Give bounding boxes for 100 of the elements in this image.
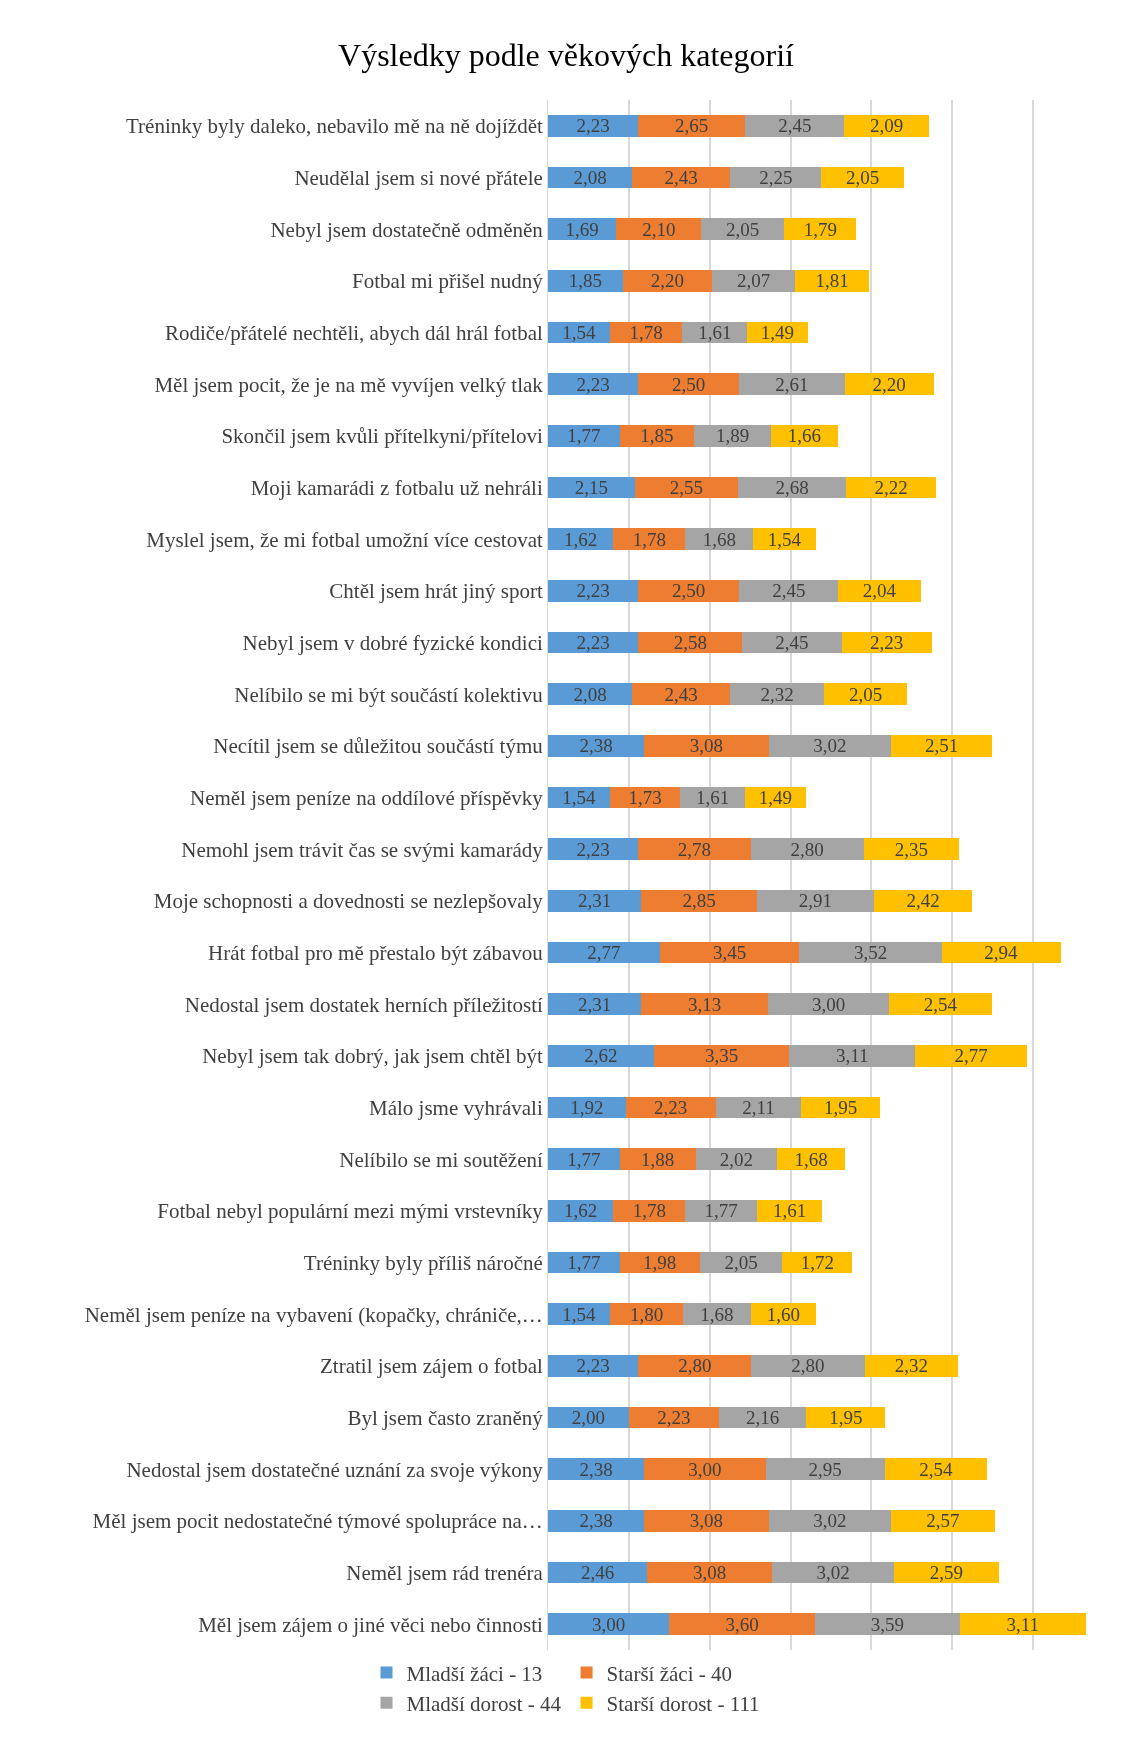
data-label: 1,54 bbox=[562, 787, 597, 808]
data-label: 2,78 bbox=[677, 838, 711, 860]
data-label: 3,11 bbox=[1006, 1613, 1040, 1635]
data-label: 2,77 bbox=[587, 942, 621, 963]
bar bbox=[613, 1199, 686, 1222]
data-label: 1,98 bbox=[642, 1252, 677, 1273]
y-tick-label: Chtěl jsem hrát jiný sport bbox=[329, 579, 543, 604]
bar bbox=[695, 1148, 778, 1171]
y-tick-label: Nemohl jsem trávit čas se svými kamarády bbox=[181, 837, 544, 862]
bar bbox=[638, 838, 751, 861]
data-label: 2,23 bbox=[654, 1097, 688, 1118]
data-label: 2,57 bbox=[926, 1510, 960, 1532]
bar bbox=[890, 734, 993, 757]
data-label: 3,13 bbox=[688, 993, 722, 1015]
data-label: 2,23 bbox=[576, 115, 610, 137]
y-tick-label: Nedostal jsem dostatečné uznání za svoje výkony bbox=[126, 1457, 544, 1482]
data-label: 3,35 bbox=[705, 1045, 739, 1067]
data-label: 2,22 bbox=[874, 477, 908, 498]
data-label: 2,32 bbox=[894, 1355, 929, 1377]
data-label: 1,62 bbox=[564, 528, 598, 550]
y-tick-label: Rodiče/přátelé nechtěli, abych dál hrál fotbal bbox=[164, 320, 543, 345]
y-tick-label: Měl jsem zájem o jiné věci nebo činnosti bbox=[198, 1612, 543, 1637]
y-tick-label: Měl jsem pocit nedostatečné týmové spolupráce na… bbox=[92, 1509, 543, 1534]
data-label: 3,52 bbox=[853, 942, 888, 963]
bar bbox=[548, 838, 639, 861]
bar bbox=[739, 373, 845, 396]
y-tick-label: Neměl jsem rád trenéra bbox=[346, 1560, 544, 1585]
y-tick-label: Moje schopnosti a dovednosti se nezlepšovaly bbox=[153, 889, 544, 914]
data-label: 1,81 bbox=[815, 270, 849, 292]
data-label: 2,85 bbox=[682, 890, 716, 912]
y-tick-label: Moji kamarádi z fotbalu už nehráli bbox=[250, 475, 543, 500]
bar bbox=[768, 1509, 891, 1532]
y-tick-label: Nebyl jsem v dobré fyzické kondici bbox=[242, 630, 543, 655]
bar bbox=[685, 1199, 758, 1222]
bar bbox=[959, 1613, 1086, 1636]
y-tick-label: Měl jsem pocit, že je na mě vyvíjen velký tlak bbox=[154, 372, 544, 397]
data-label: 1,60 bbox=[766, 1303, 800, 1325]
data-label: 2,54 bbox=[919, 1458, 953, 1480]
bar bbox=[889, 993, 992, 1016]
data-label: 2,95 bbox=[808, 1458, 842, 1480]
data-label: 1,85 bbox=[640, 425, 674, 447]
data-label: 2,80 bbox=[678, 1355, 712, 1377]
y-tick-label: Necítil jsem se důležitou součástí týmu bbox=[213, 734, 544, 759]
data-label: 2,15 bbox=[574, 477, 609, 498]
y-tick-label: Nebyl jsem dostatečně odměněn bbox=[270, 217, 544, 242]
y-tick-label: Skončil jsem kvůli přítelkyni/přítelovi bbox=[221, 424, 543, 449]
data-label: 2,32 bbox=[760, 683, 794, 705]
bar bbox=[548, 1509, 645, 1532]
data-label: 2,23 bbox=[576, 1355, 610, 1377]
bar bbox=[711, 269, 796, 292]
data-label: 2,00 bbox=[571, 1407, 606, 1428]
data-label: 3,60 bbox=[725, 1613, 759, 1635]
chart-title: Výsledky podle věkových kategorií bbox=[338, 36, 795, 73]
bar bbox=[768, 734, 891, 757]
y-tick-label: Byl jsem často zraněný bbox=[347, 1405, 544, 1430]
bar bbox=[644, 1458, 766, 1481]
bar bbox=[789, 1044, 916, 1067]
y-tick-label: Ztratil jsem zájem o fotbal bbox=[320, 1354, 543, 1379]
data-label: 2,45 bbox=[772, 580, 806, 602]
data-label: 1,54 bbox=[767, 528, 802, 550]
bar bbox=[751, 1354, 865, 1377]
data-label: 1,69 bbox=[565, 218, 599, 240]
data-label: 2,10 bbox=[642, 218, 676, 240]
data-label: 2,23 bbox=[657, 1407, 691, 1428]
data-label: 2,08 bbox=[573, 683, 607, 705]
bar bbox=[548, 1354, 639, 1377]
data-label: 3,59 bbox=[870, 1613, 905, 1635]
data-label: 2,42 bbox=[906, 890, 940, 912]
y-tick-label: Tréninky byly příliš náročné bbox=[303, 1250, 543, 1275]
bar bbox=[622, 269, 712, 292]
data-label: 1,78 bbox=[632, 1200, 667, 1222]
data-label: 1,79 bbox=[803, 218, 837, 240]
bar bbox=[616, 218, 702, 241]
bar bbox=[644, 734, 769, 757]
data-label: 3,00 bbox=[592, 1613, 626, 1635]
bar bbox=[824, 683, 908, 706]
data-label: 2,38 bbox=[579, 1510, 613, 1532]
bar bbox=[874, 889, 973, 912]
bar bbox=[694, 424, 771, 447]
data-label: 2,80 bbox=[791, 1355, 825, 1377]
data-label: 2,45 bbox=[778, 115, 812, 137]
data-label: 1,68 bbox=[700, 1303, 734, 1325]
data-label: 2,05 bbox=[846, 167, 880, 188]
data-label: 1,72 bbox=[800, 1252, 834, 1273]
bar bbox=[864, 1354, 959, 1377]
bar bbox=[767, 993, 890, 1016]
bar bbox=[659, 941, 800, 964]
bar bbox=[799, 941, 942, 964]
bar bbox=[548, 114, 639, 137]
data-label: 2,46 bbox=[581, 1562, 615, 1583]
bar bbox=[638, 373, 740, 396]
y-tick-label: Nelíbilo se mi soutěžení bbox=[339, 1147, 543, 1172]
bar bbox=[750, 838, 864, 861]
data-label: 2,16 bbox=[746, 1407, 780, 1428]
y-tick-label: Hrát fotbal pro mě přestalo být zábavou bbox=[208, 940, 544, 965]
data-label: 1,77 bbox=[704, 1200, 738, 1222]
bar bbox=[730, 683, 825, 706]
y-tick-label: Fotbal mi přišel nudný bbox=[352, 269, 544, 294]
legend-label: Starší dorost - 111 bbox=[606, 1691, 760, 1716]
data-label: 2,23 bbox=[576, 373, 610, 395]
